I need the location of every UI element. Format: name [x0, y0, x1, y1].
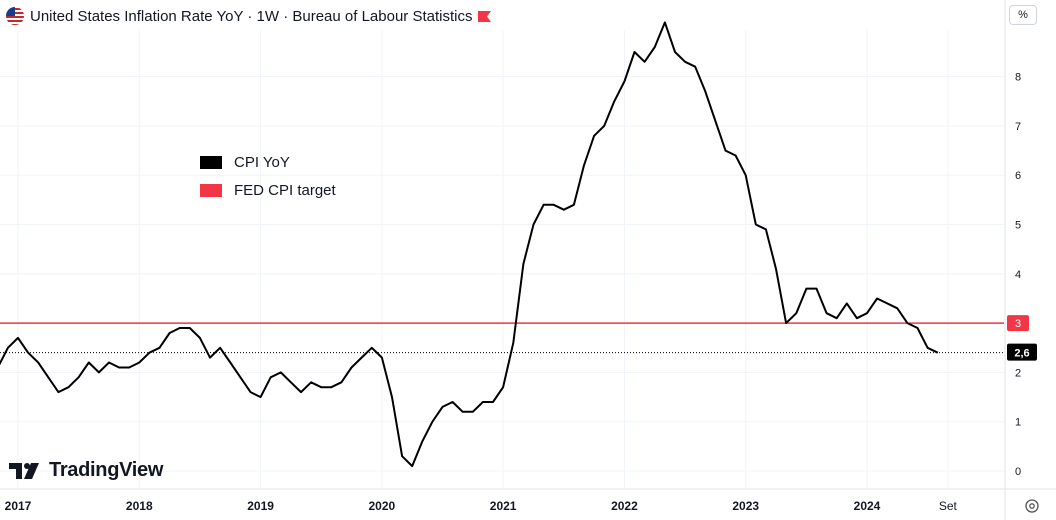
- x-tick-label: 2023: [732, 499, 759, 513]
- cpi-value-badge: [1007, 343, 1037, 361]
- legend-label-fed-target: FED CPI target: [234, 181, 336, 199]
- unit-toggle-button[interactable]: %: [1009, 5, 1037, 25]
- y-tick-label: 5: [1015, 220, 1021, 232]
- red-flag-icon[interactable]: [478, 10, 492, 22]
- fed-target-value-label: 3: [1015, 318, 1021, 330]
- legend-label-cpi: CPI YoY: [234, 153, 290, 171]
- y-tick-label: 1: [1015, 417, 1021, 429]
- x-tick-label: 2021: [490, 499, 517, 513]
- x-axis: 2017 2018 2019 2020 2021 2022 2023 2024 Set: [0, 488, 1056, 513]
- settings-icon[interactable]: [1023, 497, 1041, 515]
- tradingview-logo-icon: [9, 462, 39, 479]
- tradingview-logo[interactable]: TradingView: [9, 459, 163, 482]
- x-tick-label: 2020: [369, 499, 396, 513]
- x-tick-label: 2018: [126, 499, 153, 513]
- cpi-line: [0, 21, 939, 468]
- x-tick-label: 2019: [247, 499, 274, 513]
- y-tick-label: 8: [1015, 72, 1021, 84]
- fed-target-value-badge: [1007, 315, 1029, 332]
- x-tick-label: 2024: [854, 499, 881, 513]
- cpi-series: [0, 21, 1004, 468]
- legend-item-cpi: CPI YoY: [200, 148, 336, 176]
- us-flag-icon: [6, 7, 24, 25]
- legend-swatch-cpi: [200, 155, 222, 169]
- y-axis: 0 1 2 3 4 5 6 7 8: [1004, 0, 1021, 520]
- y-tick-label: 4: [1015, 269, 1021, 281]
- y-tick-label: 2: [1015, 367, 1021, 379]
- y-tick-label: 0: [1015, 466, 1021, 478]
- chart-title: United States Inflation Rate YoY · 1W · …: [30, 7, 473, 25]
- chart-header: United States Inflation Rate YoY · 1W · …: [6, 6, 492, 26]
- chart-grid: [0, 30, 1004, 488]
- x-tick-label: 2022: [611, 499, 638, 513]
- brand-name: TradingView: [49, 459, 164, 481]
- legend-item-fed-target: FED CPI target: [200, 176, 336, 204]
- x-tick-label: Set: [939, 499, 958, 513]
- y-tick-label: 7: [1015, 121, 1021, 133]
- price-labels: 32,6: [1007, 315, 1037, 361]
- x-tick-label: 2017: [5, 499, 32, 513]
- y-tick-label: 6: [1015, 170, 1021, 182]
- chart-legend: CPI YoY FED CPI target: [200, 148, 336, 204]
- cpi-value-label: 2,6: [1014, 348, 1029, 360]
- legend-swatch-fed-target: [200, 183, 222, 197]
